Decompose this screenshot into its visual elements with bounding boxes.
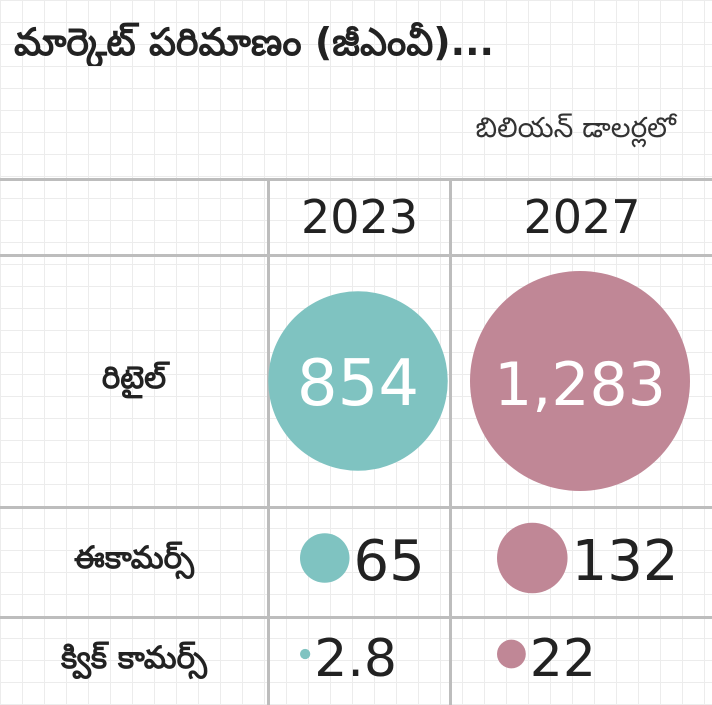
row-label-retail: రిటైల్ xyxy=(101,360,167,396)
value-label-ecommerce-2027: 132 xyxy=(572,529,679,594)
bubble-retail-2027 xyxy=(470,271,690,491)
column-header-2023: 2023 xyxy=(300,190,419,244)
chart-title: మార్కెట్ పరిమాణం (జీఎంవీ)... xyxy=(14,20,494,64)
value-label-retail-2023: 854 xyxy=(297,347,419,421)
grid-line-top xyxy=(0,178,712,181)
grid-line-row-1 xyxy=(0,506,712,509)
bubble-retail-2023 xyxy=(268,291,448,471)
row-label-ecommerce: ఈకామర్స్ xyxy=(74,540,194,576)
bubble-ecommerce-2027 xyxy=(497,522,568,594)
grid-line-col-2 xyxy=(449,178,452,705)
bubble-ecommerce-2023 xyxy=(300,533,350,583)
column-header-2027: 2027 xyxy=(523,190,641,244)
value-label-retail-2027: 1,283 xyxy=(494,350,666,420)
grid-line-header xyxy=(0,254,712,257)
value-label-quick-commerce-2023: 2.8 xyxy=(314,629,397,689)
bubble-quick-commerce-2027 xyxy=(497,639,526,669)
grid-line-row-2 xyxy=(0,616,712,619)
grid-line-col-1 xyxy=(267,178,270,705)
value-label-quick-commerce-2027: 22 xyxy=(530,629,596,689)
row-label-quick-commerce: క్విక్ కామర్స్ xyxy=(61,640,207,676)
value-label-ecommerce-2023: 65 xyxy=(354,529,425,594)
bubble-quick-commerce-2023 xyxy=(300,648,311,660)
unit-label: బిలియన్ డాలర్లలో xyxy=(475,111,676,144)
